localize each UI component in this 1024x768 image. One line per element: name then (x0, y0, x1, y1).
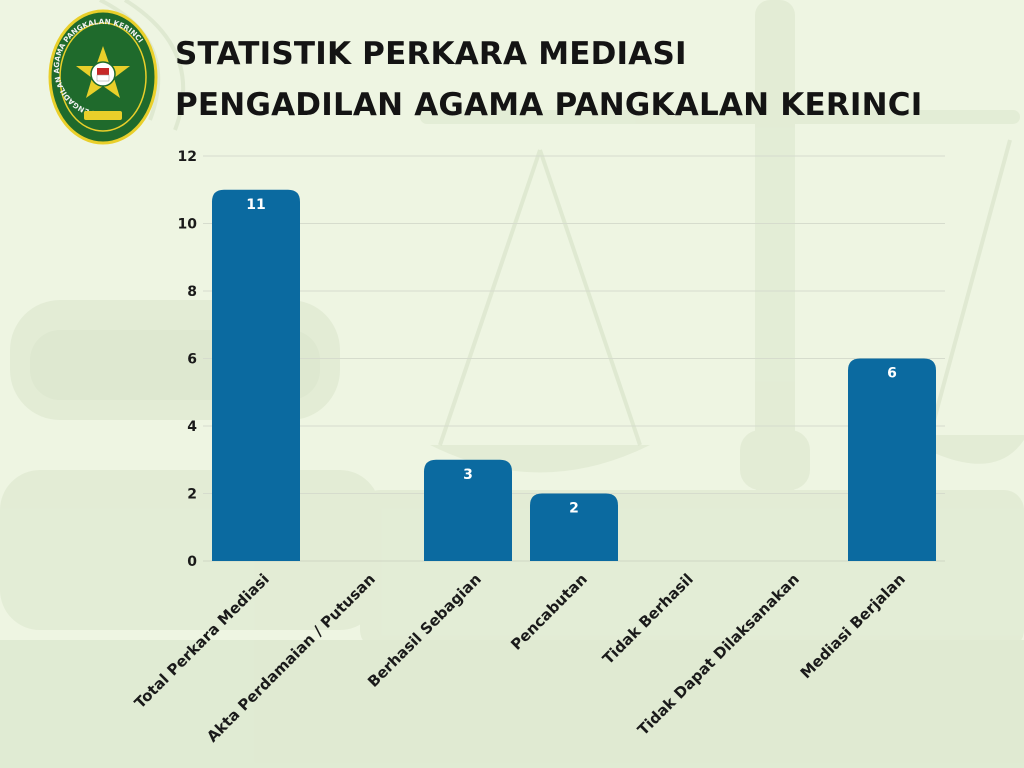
y-tick-label: 6 (187, 352, 197, 368)
chart-title-line2: PENGADILAN AGAMA PANGKALAN KERINCI (175, 87, 923, 123)
y-tick-label: 0 (187, 554, 197, 570)
data-label-4: 2 (569, 501, 579, 517)
x-tick-label-2: Akta Perdamaian / Putusan (203, 570, 379, 746)
scale-beam-shape (420, 110, 1020, 124)
bar-1 (212, 189, 300, 561)
x-tick-label-7: Mediasi Berjalan (797, 570, 909, 682)
court-logo: PENGADILAN AGAMA PANGKALAN KERINCI (48, 9, 158, 145)
bar-3 (424, 459, 512, 561)
bar-layer (212, 189, 936, 561)
scale-chain-left-b (538, 149, 642, 446)
data-label-1: 11 (246, 197, 265, 213)
desk-shape (0, 640, 1024, 768)
logo-inner-ring (59, 22, 147, 132)
bar-7 (848, 358, 936, 561)
scale-column-shape (755, 0, 795, 500)
y-tick-label: 4 (187, 419, 197, 435)
scale-base-shape (740, 430, 810, 490)
x-tick-label-4: Pencabutan (507, 570, 591, 654)
decor-curve-b (123, 0, 186, 131)
scale-chain-right (928, 139, 1012, 436)
y-tick-label: 8 (187, 284, 197, 300)
logo-emblem-star (76, 46, 130, 98)
scale-chain-left-a (438, 149, 542, 446)
y-tick-label: 12 (178, 149, 197, 165)
x-tick-label-5: Tidak Berhasil (599, 570, 697, 668)
y-tick-label: 10 (178, 217, 198, 233)
data-label-7: 6 (887, 366, 897, 382)
y-tick-label: 2 (187, 487, 197, 503)
data-label-3: 3 (463, 467, 473, 483)
chart-title-line1: STATISTIK PERKARA MEDIASI (175, 36, 687, 72)
x-tick-label-3: Berhasil Sebagian (364, 570, 485, 691)
logo-banner-shape (84, 111, 122, 120)
bar-4 (530, 493, 618, 561)
